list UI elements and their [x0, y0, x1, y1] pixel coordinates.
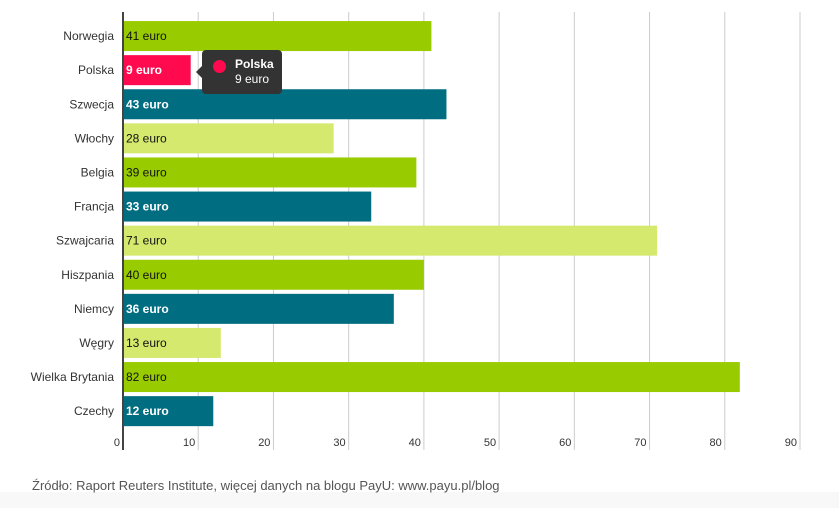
- y-tick-label: Niemcy: [74, 302, 114, 316]
- bar: [123, 123, 334, 154]
- bar: [123, 259, 424, 290]
- x-tick-label: 0: [114, 437, 120, 449]
- x-tick-label: 70: [634, 437, 646, 449]
- y-tick-label: Hiszpania: [61, 268, 114, 282]
- bar: [123, 396, 214, 427]
- data-label: 40 euro: [126, 268, 167, 282]
- bar-chart: 0 10 20 30 40 50 60 70 80 90 Norwegia 41 euro Polska…: [31, 12, 801, 450]
- y-tick-label: Węgry: [79, 336, 114, 350]
- bar: [123, 89, 447, 120]
- bar: [123, 225, 658, 256]
- tooltip: Polska 9 euro: [196, 50, 282, 94]
- bar: [123, 191, 372, 222]
- y-tick-label: Francja: [74, 200, 114, 214]
- data-label: 41 euro: [126, 29, 167, 43]
- data-label: 71 euro: [126, 234, 167, 248]
- data-label: 28 euro: [126, 131, 167, 145]
- bar: [123, 21, 432, 52]
- data-label: 33 euro: [126, 200, 169, 214]
- footer-band: [0, 492, 839, 508]
- y-tick-label: Polska: [78, 63, 114, 77]
- y-tick-label: Szwajcaria: [56, 234, 114, 248]
- x-tick-label: 90: [785, 437, 797, 449]
- bar: [123, 362, 740, 393]
- bar: [123, 327, 221, 358]
- tooltip-value: 9 euro: [235, 72, 270, 86]
- data-label: 82 euro: [126, 370, 167, 384]
- data-label: 43 euro: [126, 97, 169, 111]
- x-tick-label: 60: [559, 437, 571, 449]
- y-tick-label: Włochy: [75, 131, 114, 145]
- tooltip-marker-icon: [213, 60, 226, 73]
- y-tick-label: Belgia: [81, 165, 115, 179]
- y-tick-label: Norwegia: [63, 29, 114, 43]
- data-label: 13 euro: [126, 336, 167, 350]
- tooltip-name: Polska: [235, 57, 274, 71]
- y-tick-label: Wielka Brytania: [31, 370, 115, 384]
- data-label: 9 euro: [126, 63, 162, 77]
- data-label: 39 euro: [126, 165, 167, 179]
- source-note: Źródło: Raport Reuters Institute, więcej…: [32, 478, 500, 493]
- bar: [123, 157, 417, 188]
- bar: [123, 55, 191, 86]
- x-tick-label: 10: [183, 437, 195, 449]
- x-tick-label: 80: [710, 437, 722, 449]
- x-tick-label: 30: [333, 437, 345, 449]
- data-label: 36 euro: [126, 302, 169, 316]
- x-tick-label: 40: [409, 437, 421, 449]
- bar: [123, 293, 394, 324]
- x-tick-label: 20: [258, 437, 270, 449]
- data-label: 12 euro: [126, 404, 169, 418]
- x-tick-label: 50: [484, 437, 496, 449]
- y-tick-label: Szwecja: [69, 97, 114, 111]
- y-tick-label: Czechy: [74, 404, 114, 418]
